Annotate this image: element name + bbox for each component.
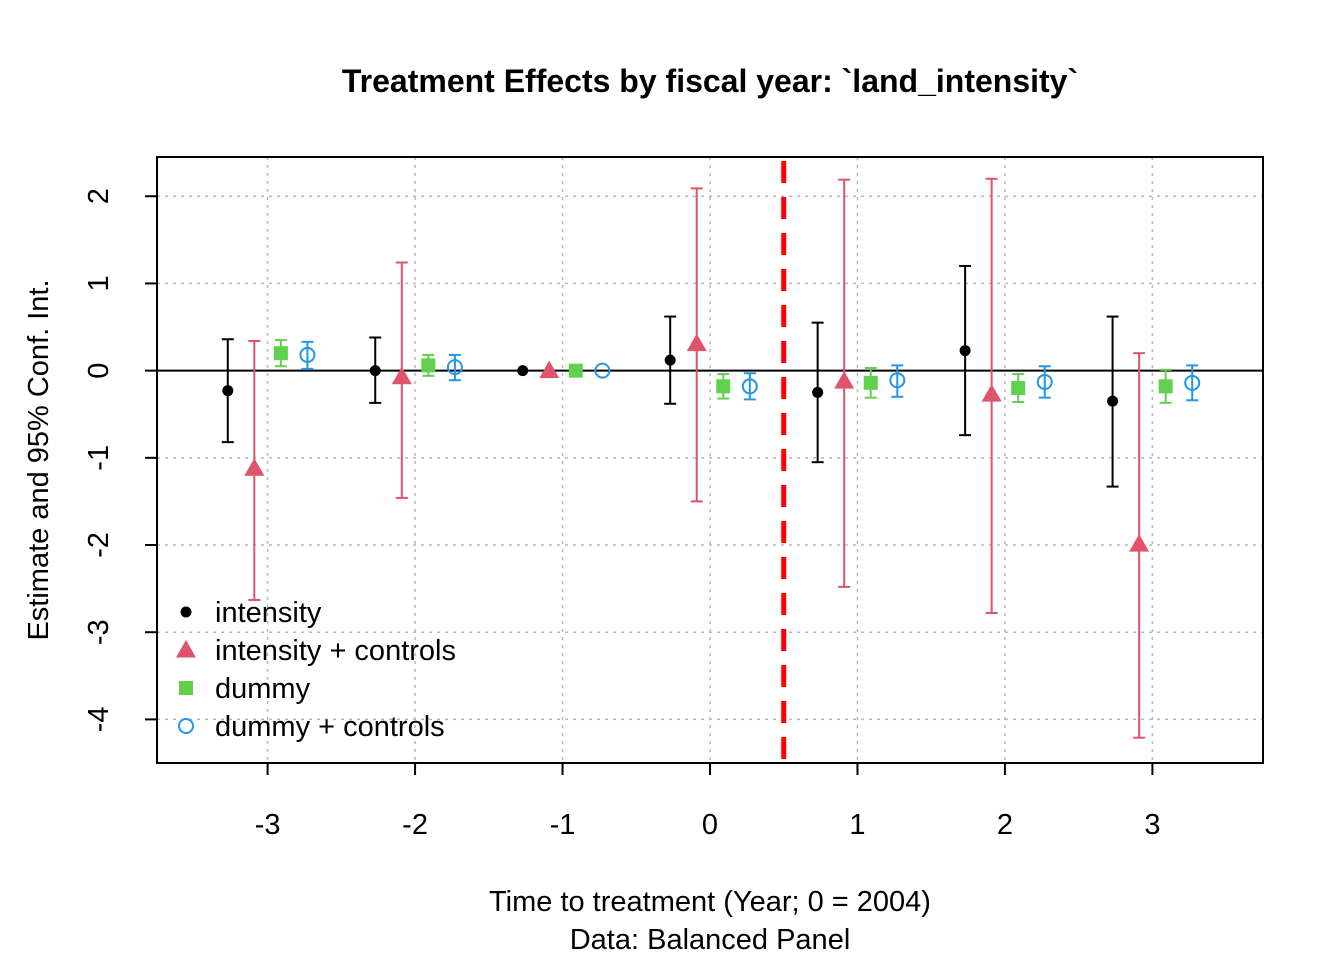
legend-label: intensity + controls [215,635,456,667]
data-point [981,384,1002,402]
data-point [686,333,707,352]
data-point [1184,374,1201,391]
y-tick-label: 2 [83,188,115,204]
data-point [594,362,611,379]
data-point [1158,379,1173,394]
legend-label: intensity [215,597,322,629]
data-point [1036,373,1053,390]
y-tick-label: -1 [83,445,115,471]
legend-marker [178,718,194,734]
x-tick-label: 1 [849,809,865,841]
series-layer [221,177,1201,739]
data-point [244,458,265,476]
legend-label: dummy + controls [215,711,445,743]
x-tick-label: 0 [702,809,718,841]
data-point [273,346,288,361]
legend-marker [179,681,193,695]
plot-frame [156,156,1264,764]
data-point [1011,381,1026,396]
y-tick-label: 0 [83,363,115,379]
x-tick-label: 3 [1144,809,1160,841]
x-axis: -3 -2 -1 0 1 2 3 [255,762,1160,841]
data-point [741,378,758,395]
x-tick-label: 2 [997,809,1013,841]
series-intensity-controls [244,177,1150,739]
data-point [369,365,381,377]
data-point [834,371,855,389]
y-axis: -4 -3 -2 -1 0 1 2 [83,188,157,732]
series-dummy-controls [299,340,1201,402]
series-dummy [273,339,1173,404]
grid-lines [157,157,1263,763]
data-point [391,366,412,385]
data-point [1129,534,1150,552]
data-point [664,354,676,366]
series-intensity [221,264,1119,488]
legend: intensity intensity + controls dummy dummy … [176,597,456,743]
chart-subtitle: Data: Balanced Panel [570,924,851,956]
legend-label: dummy [215,673,311,705]
y-tick-label: -2 [83,532,115,558]
data-point [517,365,529,377]
x-tick-label: -3 [255,809,281,841]
chart-title: Treatment Effects by fiscal year: `land_… [342,63,1078,99]
data-point [716,379,731,394]
x-axis-label: Time to treatment (Year; 0 = 2004) [489,886,931,918]
data-point [568,363,583,378]
y-axis-label: Estimate and 95% Conf. Int. [23,279,55,640]
data-point [539,360,560,379]
data-point [299,346,316,363]
legend-marker [180,606,192,618]
y-tick-label: -4 [83,707,115,733]
y-tick-label: -3 [83,619,115,645]
data-point [446,359,463,376]
legend-marker [176,640,196,658]
data-point [889,372,906,389]
data-point [421,358,436,373]
x-tick-label: -1 [550,809,576,841]
x-tick-label: -2 [402,809,428,841]
data-point [959,345,971,357]
data-point [863,375,878,390]
y-tick-label: 1 [83,275,115,291]
data-point [812,386,824,398]
data-point [222,385,234,397]
data-point [1107,395,1119,407]
